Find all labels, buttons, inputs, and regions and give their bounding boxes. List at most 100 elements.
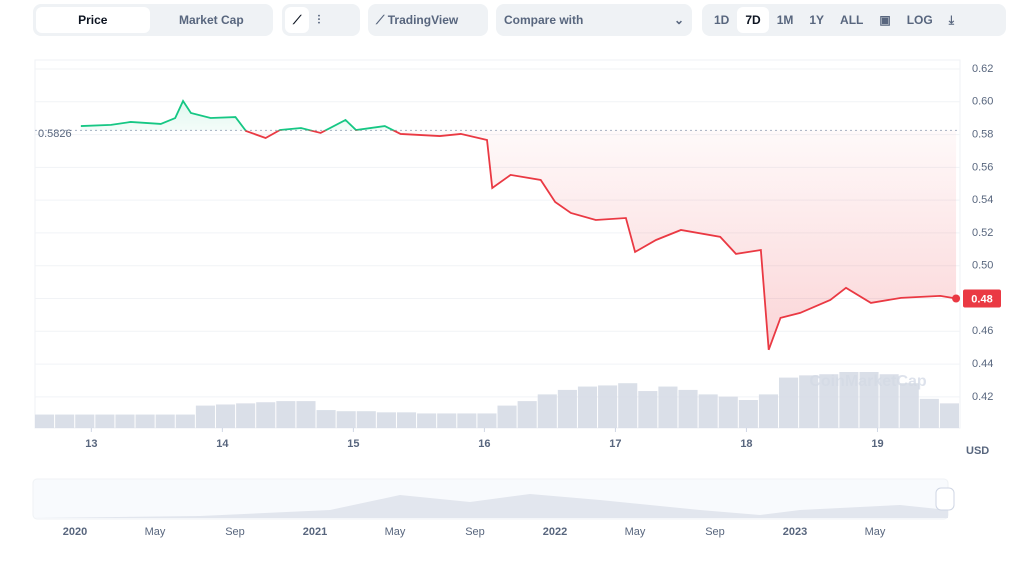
volume-bar (738, 400, 758, 428)
volume-bar (336, 411, 356, 428)
tradingview-button[interactable]: ⟋ TradingView (368, 4, 488, 36)
x-tick-label: 15 (347, 438, 359, 450)
volume-bar (437, 413, 457, 428)
volume-bar (316, 410, 336, 428)
volume-bar (497, 405, 517, 428)
range-button[interactable]: LOG (906, 13, 933, 27)
volume-bar (718, 396, 738, 428)
compare-select[interactable]: Compare with ⌄ (496, 4, 692, 36)
volume-bar (256, 402, 276, 428)
volume-bar (155, 414, 175, 428)
currency-label: USD (966, 445, 989, 457)
price-area (80, 100, 957, 350)
range-button[interactable]: 7D (737, 7, 769, 33)
volume-bar (276, 401, 296, 428)
volume-bar (879, 374, 899, 428)
volume-bar (376, 412, 396, 428)
last-price-label: 0.48 (971, 293, 992, 305)
volume-bar (195, 405, 215, 428)
range-button[interactable]: 1Y (809, 13, 825, 27)
x-tick-label: 14 (216, 438, 229, 450)
volume-bar (939, 403, 959, 428)
navigator-label: May (865, 526, 886, 538)
navigator-handle[interactable] (935, 487, 955, 511)
volume-bar (175, 414, 195, 428)
range-button[interactable]: ▣ (879, 13, 891, 27)
volume-bar (779, 377, 799, 428)
volume-bar (557, 389, 577, 428)
volume-bar (859, 372, 879, 428)
volume-bar (799, 375, 819, 428)
chart-type: ⟋ ⫶ (282, 4, 360, 36)
x-tick-label: 18 (740, 438, 752, 450)
volume-bar (215, 404, 236, 428)
volume-bar (356, 411, 376, 428)
volume-bar (598, 385, 618, 428)
volume-bar (658, 386, 678, 428)
y-tick-label: 0.50 (972, 260, 993, 272)
navigator-label: May (625, 526, 646, 538)
navigator-label: Sep (465, 526, 485, 538)
y-tick-label: 0.52 (972, 227, 993, 239)
volume-bar (75, 414, 95, 428)
volume-bar (919, 398, 939, 428)
range-button[interactable]: 1D (714, 13, 730, 27)
candle-icon[interactable]: ⫶ (317, 12, 321, 27)
last-price-badge (963, 289, 1001, 308)
volume-bar (417, 413, 437, 428)
x-tick-label: 16 (478, 438, 490, 450)
y-tick-label: 0.62 (972, 63, 993, 75)
volume-bar (678, 389, 698, 428)
volume-bar (477, 413, 497, 428)
tab[interactable]: Market Cap (178, 13, 244, 27)
navigator-series (33, 494, 948, 518)
volume-bar (135, 414, 155, 428)
volume-bar (618, 383, 638, 428)
range-button[interactable]: 1M (776, 13, 794, 27)
volume-bar (698, 394, 718, 428)
chevron: ⌄ (673, 13, 684, 27)
y-tick-label: 0.46 (972, 325, 993, 337)
y-tick-label: 0.56 (972, 161, 993, 173)
last-point (952, 294, 961, 303)
price-line (80, 99, 957, 351)
x-tick-label: 13 (85, 438, 97, 450)
reference-label: 0.5826 (38, 128, 72, 140)
volume-bar (819, 374, 839, 428)
volume-bar (638, 391, 658, 428)
range-button[interactable]: ⤓ (948, 12, 955, 27)
navigator-label: May (385, 526, 406, 538)
volume-bar (839, 372, 859, 428)
x-tick-label: 19 (871, 438, 883, 450)
volume-bar (577, 386, 598, 428)
volume-bar (457, 413, 477, 428)
volume-bar (35, 414, 55, 428)
tradingview-label: ⟋ TradingView (376, 12, 459, 28)
range-group: 1D 7D 1M 1Y ALL ▣ LOG ⤓ (702, 4, 1006, 36)
volume-bar (115, 414, 135, 428)
navigator-label: Sep (705, 526, 725, 538)
volume-bar (517, 401, 537, 428)
navigator-label: Sep (225, 526, 245, 538)
y-tick-label: 0.54 (972, 194, 993, 206)
navigator-label: 2020 (63, 526, 87, 538)
volume-bar (236, 403, 256, 428)
range-button[interactable]: ALL (840, 13, 864, 27)
y-tick-label: 0.44 (972, 358, 993, 370)
navigator-label: 2023 (783, 526, 807, 538)
volume-bar (55, 414, 75, 428)
y-tick-label: 0.58 (972, 128, 993, 140)
tab[interactable]: Price (36, 7, 150, 33)
volume-bar (396, 412, 417, 428)
compare-label: Compare with (504, 13, 584, 27)
volume-bar (537, 394, 557, 428)
y-tick-label: 0.42 (972, 391, 993, 403)
line-icon[interactable]: ⟋ (285, 7, 310, 33)
volume-bar (758, 394, 779, 428)
volume-bar (95, 414, 115, 428)
tab-group: Price Market Cap (33, 4, 273, 36)
volume-bar (899, 383, 919, 428)
navigator-label: 2022 (543, 526, 567, 538)
volume-bar (296, 401, 316, 428)
